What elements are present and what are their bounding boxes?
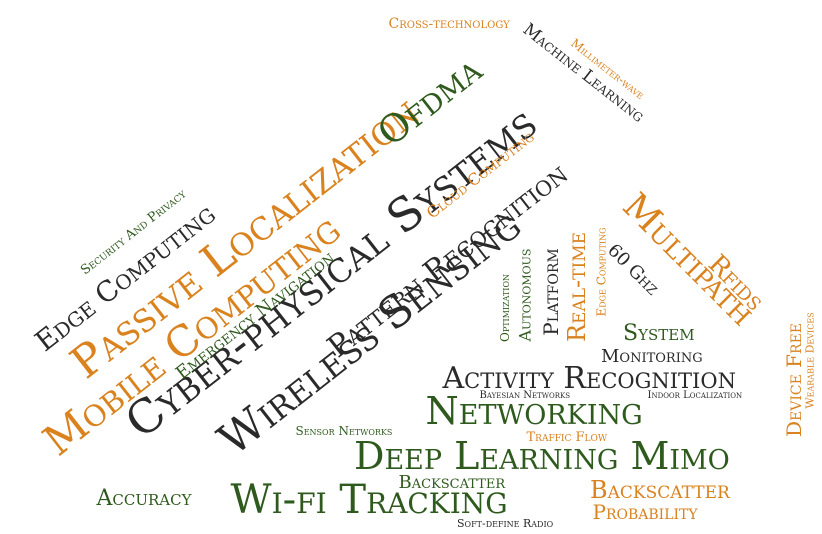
word-deep-learning-mimo: Deep Learning Mimo (354, 434, 730, 478)
word-real-time: Real-time (563, 231, 592, 343)
word-backscatter: Backscatter (398, 472, 506, 493)
word-indoor-localization: Indoor Localization (647, 390, 743, 401)
word-traffic-flow: Traffic Flow (526, 429, 608, 445)
word-wearable-devices: Wearable Devices (803, 311, 817, 409)
word-optimization: Optimization (498, 273, 513, 343)
word-networking: Networking (425, 389, 643, 433)
word-bayesian-networks: Bayesian Networks (479, 390, 571, 401)
word-monitoring: Monitoring (601, 346, 703, 367)
word-autonomous: Autonomous (514, 248, 534, 342)
word-platform: Platform (538, 248, 563, 336)
word-device-free: Device Free (782, 322, 807, 438)
word-activity-recognition: Activity Recognition (442, 361, 736, 396)
word-cross-technology: Cross-technology (388, 16, 510, 32)
word-soft-define-radio: Soft-define Radio (457, 516, 554, 530)
word-machine-learning: Machine Learning (518, 19, 648, 127)
word-wi-fi-tracking: Wi-fi Tracking (230, 477, 508, 523)
word-backscatter-orange: Backscatter (590, 476, 730, 504)
word-system: System (623, 321, 695, 346)
word-edge-computing-small: Edge Computing (594, 227, 609, 317)
word-sensor-networks: Sensor Networks (295, 424, 393, 438)
word-probability: Probability (592, 500, 698, 524)
word-accuracy: Accuracy (96, 486, 192, 511)
